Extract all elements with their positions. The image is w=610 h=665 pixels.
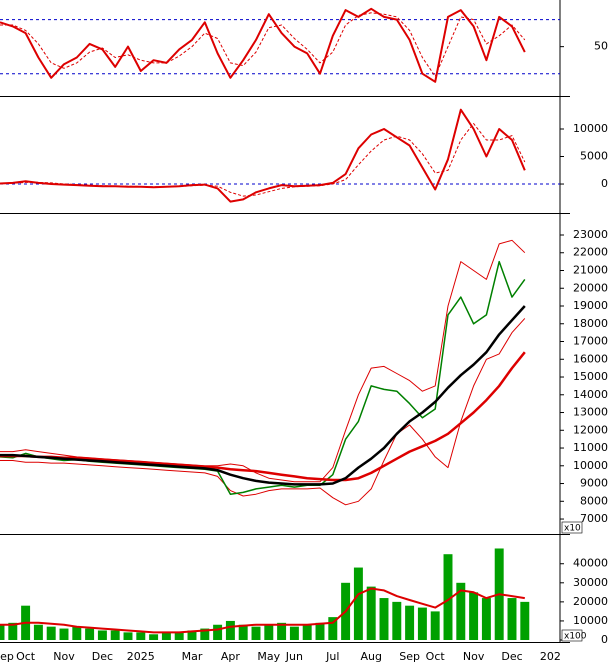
y-tick-label: 5000 [580,150,608,163]
volume-bar [8,622,18,640]
volume-bar [0,624,5,640]
volume-bar [33,624,43,640]
volume-bar [46,626,56,640]
x-tick-label: Jul [325,650,339,663]
x-tick-label: Dec [501,650,522,663]
volume-bar [264,624,274,640]
x-tick-label: 202 [540,650,561,663]
y-tick-label: 21000 [573,264,608,277]
x-tick-label: 2025 [127,650,155,663]
y-tick-label: 16000 [573,352,608,365]
y-tick-label: 30000 [573,576,608,589]
series-line [0,12,526,77]
series-line [0,318,526,506]
x-tick-label: Apr [221,650,241,663]
y-tick-label: 13000 [573,406,608,419]
volume-bar [456,582,466,640]
volume-bar [97,630,107,640]
y-tick-label: 19000 [573,299,608,312]
volume-bar [110,630,120,640]
x-tick-label: Mar [182,650,203,663]
volume-bar [379,598,389,640]
y-tick-label: 0 [601,177,608,190]
y-tick-label: 15000 [573,370,608,383]
volume-bar [353,567,363,640]
volume-bar [187,630,197,640]
series-line [0,351,526,482]
y-tick-label: 40000 [573,557,608,570]
y-tick-label: 10000 [573,459,608,472]
volume-bar [328,617,338,640]
x-tick-label: Dec [92,650,113,663]
y-tick-label: 8000 [580,494,608,507]
volume-bar [251,626,261,640]
x-tick-label: Nov [53,650,75,663]
volume-bar [315,622,325,640]
y-tick-label: 9000 [580,477,608,490]
y-tick-label: 11000 [573,441,608,454]
volume-bar [392,601,402,640]
volume-bar [507,598,517,640]
volume-bar [59,628,69,640]
y-tick-label: 18000 [573,317,608,330]
x-tick-label: Jun [285,650,303,663]
y-tick-label: 22000 [573,246,608,259]
volume-bar [443,554,453,640]
series-line [0,123,526,197]
y-tick-label: 14000 [573,388,608,401]
series-line [0,108,526,203]
y-tick-label: 12000 [573,423,608,436]
x-tick-label: May [257,650,280,663]
volume-bar [213,624,223,640]
volume-bar [174,632,184,640]
y-tick-label: 10000 [573,614,608,627]
volume-bar [149,634,159,640]
y-tick-label: 17000 [573,335,608,348]
series-line [0,587,525,634]
x-tick-label: ep [0,650,14,663]
x-tick-label: Sep [399,650,420,663]
x-tick-label: Oct [426,650,446,663]
y-tick-label: 23000 [573,228,608,241]
series-line [0,239,526,483]
y-tick-label: 0 [601,633,608,646]
panel [0,108,560,203]
panel [0,548,530,640]
y-tick-label: 7000 [580,512,608,525]
x-tick-label: Aug [360,650,381,663]
unit-box [561,629,583,642]
volume-bar [238,624,248,640]
volume-bar [136,632,146,640]
x-tick-label: Oct [16,650,36,663]
volume-bar [85,628,95,640]
volume-bar [225,620,235,640]
volume-bar [520,601,530,640]
volume-bar [430,611,440,640]
volume-bar [405,605,415,640]
volume-bar [161,632,171,640]
unit-label: x100 [564,632,587,642]
panel [0,239,526,506]
series-line [0,305,526,486]
volume-bar [302,624,312,640]
volume-bar [366,586,376,640]
volume-bar [123,632,133,640]
unit-label: x10 [564,524,581,534]
volume-bar [417,607,427,640]
y-tick-label: 10000 [573,122,608,135]
volume-bar [469,592,479,640]
volume-bar [72,626,82,640]
y-tick-label: 20000 [573,281,608,294]
y-tick-label: 20000 [573,595,608,608]
x-tick-label: Nov [463,650,485,663]
volume-bar [289,626,299,640]
unit-box [561,521,583,534]
y-tick-label: 50 [594,40,608,53]
volume-bar [277,622,287,640]
volume-bar [481,598,491,640]
panel [0,7,560,83]
volume-bar [200,628,210,640]
